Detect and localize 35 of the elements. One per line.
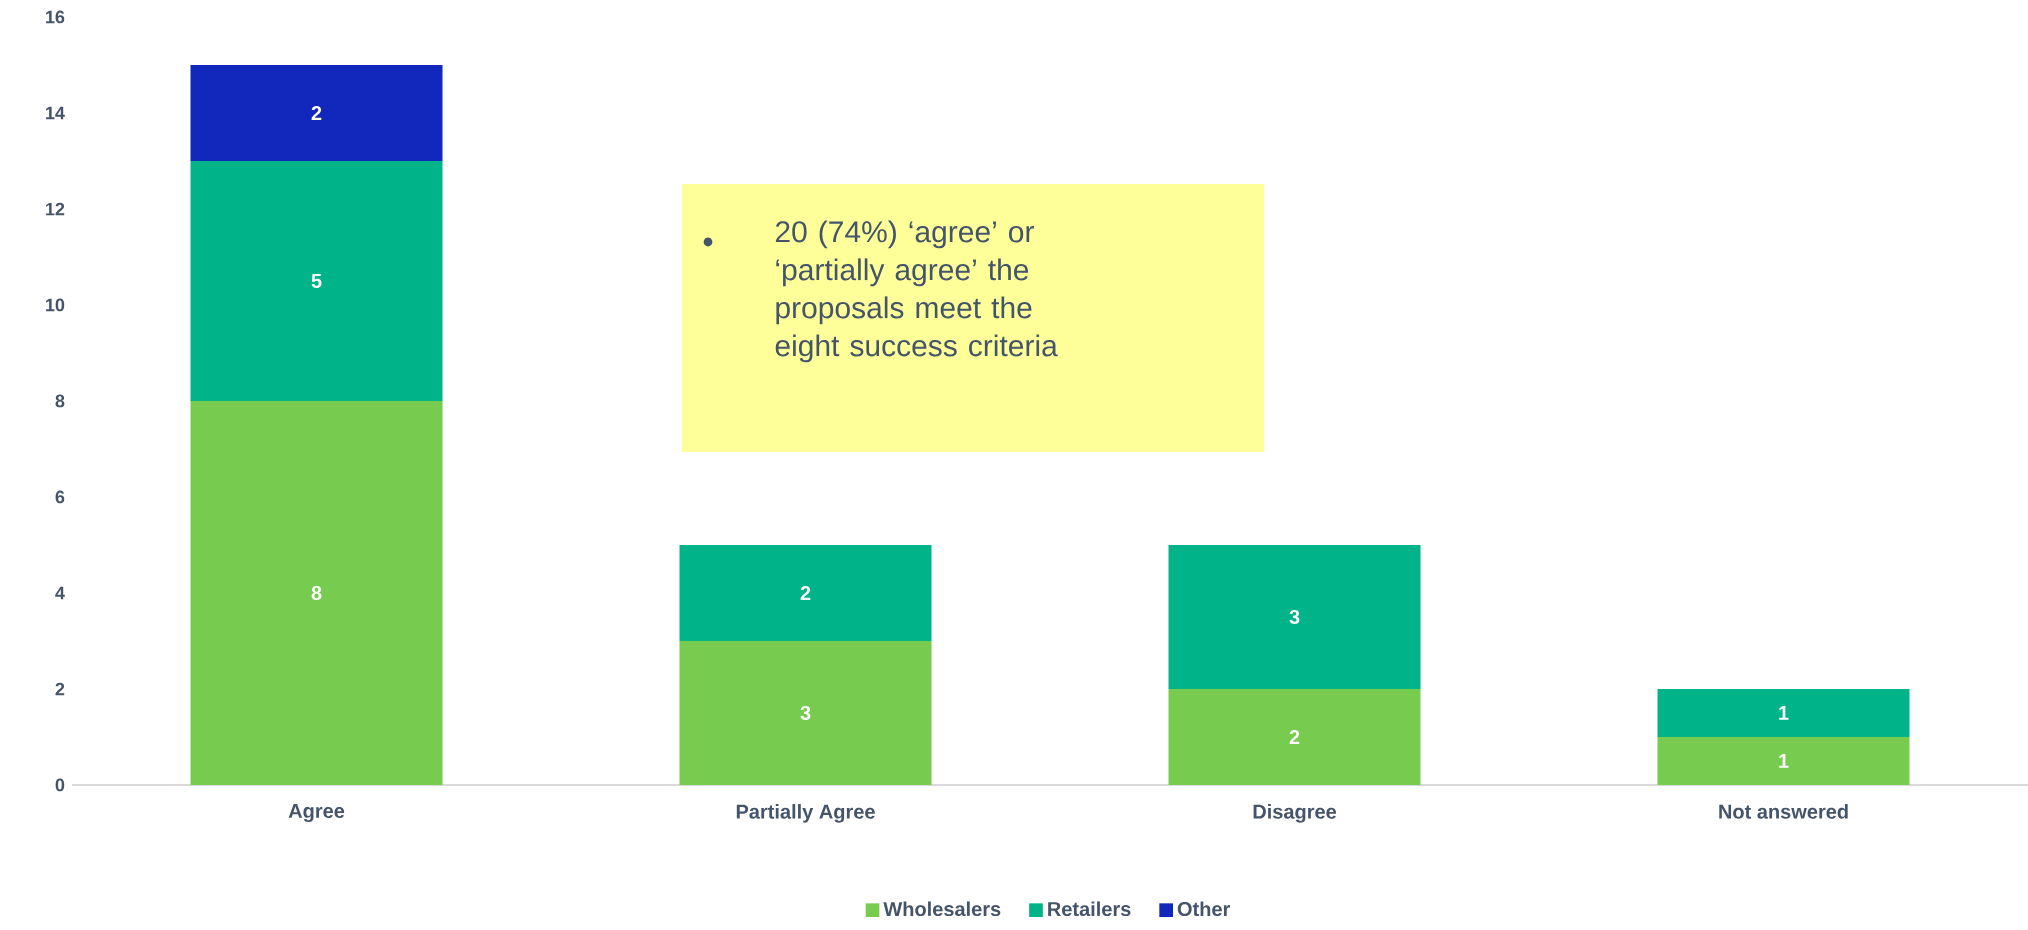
x-tick-label: Agree bbox=[288, 804, 345, 823]
x-tick-label: Not answered bbox=[1719, 804, 1848, 819]
y-tick-label: 16 bbox=[46, 10, 65, 24]
data-label: 2 bbox=[311, 106, 322, 120]
y-tick-label: 6 bbox=[55, 490, 65, 504]
data-label: 2 bbox=[1289, 730, 1300, 744]
bar bbox=[1168, 688, 1421, 785]
y-tick-label: 0 bbox=[55, 778, 65, 792]
legend-label: Other bbox=[1177, 901, 1231, 917]
y-tick-label: 12 bbox=[46, 202, 65, 216]
data-label: 5 bbox=[311, 273, 322, 288]
y-tick-label: 2 bbox=[55, 682, 65, 696]
y-tick-label: 14 bbox=[46, 106, 65, 120]
data-label: 1 bbox=[1779, 754, 1789, 768]
legend-label: Retailers bbox=[1048, 901, 1131, 917]
bar bbox=[679, 544, 932, 641]
data-label: 3 bbox=[1289, 609, 1300, 625]
annotation: 20 (74%) ‘agree’ or ‘partially agree’ the proposals meet the eight success criteria bbox=[775, 220, 1058, 363]
x-tick-label: Partially Agree bbox=[736, 804, 875, 823]
data-label: 2 bbox=[800, 586, 811, 600]
y-tick-label: 8 bbox=[55, 394, 65, 408]
bar bbox=[190, 160, 443, 401]
bar bbox=[190, 400, 443, 785]
bar bbox=[1657, 688, 1910, 737]
y-tick-label: 10 bbox=[46, 298, 65, 312]
data-label: 3 bbox=[800, 705, 811, 721]
y-tick-label: 4 bbox=[55, 586, 65, 600]
x-tick-label: Disagree bbox=[1253, 804, 1337, 823]
bar bbox=[1657, 736, 1910, 785]
data-label: 8 bbox=[311, 585, 322, 601]
bar bbox=[679, 640, 932, 785]
bar bbox=[190, 64, 443, 161]
data-label: 1 bbox=[1779, 706, 1789, 720]
bar bbox=[1168, 544, 1421, 689]
legend-label: Wholesalers bbox=[883, 901, 1001, 917]
